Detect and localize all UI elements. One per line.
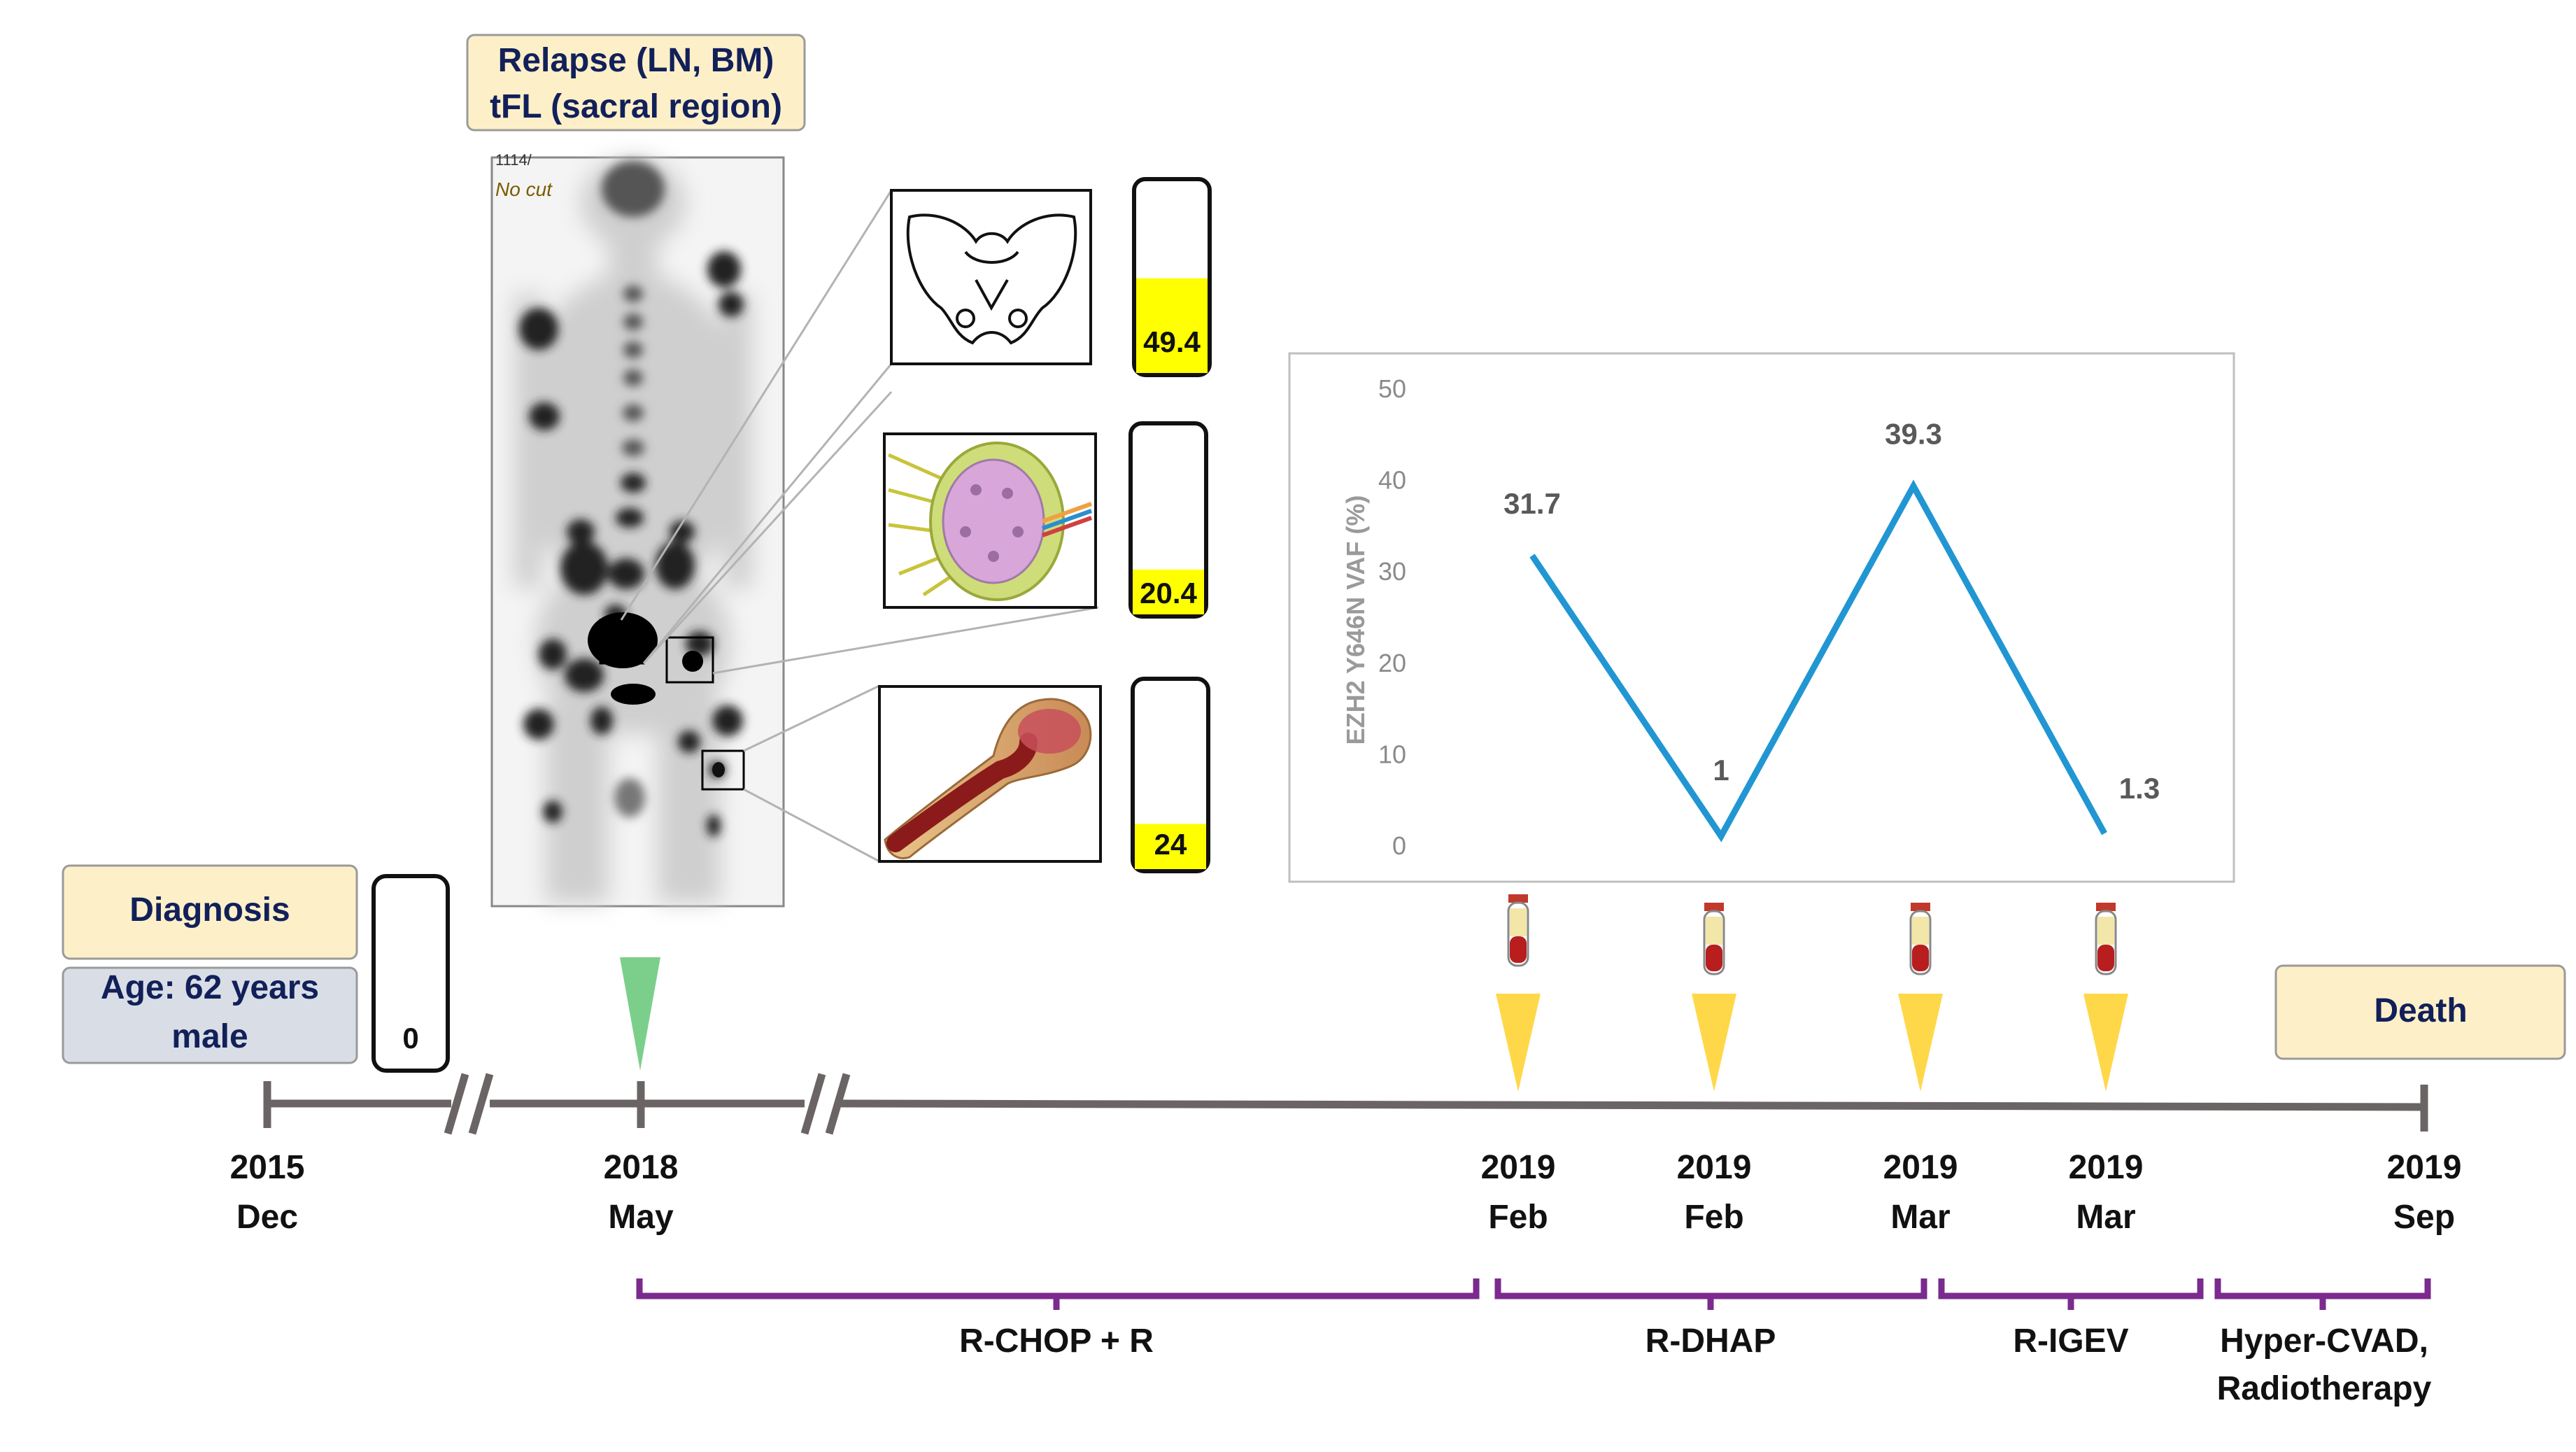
sampling-arrows (1496, 994, 2128, 1092)
lymph-node-panel: 20.4 (883, 421, 1208, 619)
treatment-rigev: R-IGEV (2013, 1323, 2128, 1360)
chart-data-labels: 31.7 1 39.3 1.3 (1503, 418, 2160, 805)
death-box (2274, 964, 2566, 1060)
vaf-data-label: 39.3 (1885, 418, 1942, 451)
blood-tube-icon (1703, 903, 1725, 975)
y-tick-label: 0 (1392, 831, 1406, 860)
pet-scan-image: 1114/ No cut (490, 151, 785, 908)
bladder-uptake (611, 684, 656, 705)
y-tick-label: 50 (1378, 374, 1406, 403)
age-box (62, 966, 358, 1064)
y-tick-label: 40 (1378, 466, 1406, 495)
diagnosis-title: Diagnosis (129, 891, 290, 929)
scan-label: No cut (495, 178, 553, 200)
timeline-month: Dec (236, 1199, 298, 1236)
sacral-mass (588, 612, 658, 668)
blood-tube-icon (1507, 894, 1529, 967)
y-tick-label: 10 (1378, 740, 1406, 768)
blood-tube-icon (1909, 903, 1932, 975)
scan-corner-text: 1114/ (495, 151, 532, 169)
timeline-year: 2015 (230, 1149, 305, 1186)
pelvis-panel: 49.4 (890, 177, 1212, 377)
death-group: Death (2274, 964, 2566, 1060)
uptake-foci (519, 161, 744, 837)
vaf-data-label: 1.3 (2119, 772, 2160, 805)
chart-y-axis: 0 10 20 30 40 50 (1378, 374, 1406, 860)
timeline-month: Feb (1488, 1199, 1548, 1236)
vaf-chart: 0 10 20 30 40 50 EZH2 Y646N VAF (%) 31.7 1 39.3… (1288, 352, 2235, 883)
pelvis-tube-fill (1136, 278, 1208, 373)
treatment-rchop: R-CHOP + R (959, 1323, 1154, 1360)
sampling-arrow (1898, 994, 1943, 1092)
relapse-line2: tFL (sacral region) (490, 88, 782, 125)
timeline-year: 2019 (2387, 1149, 2462, 1186)
timeline-month: Feb (1684, 1199, 1743, 1236)
bracket-rchop (636, 1278, 1480, 1310)
bracket-rigev (1938, 1278, 2204, 1310)
diagnosis-tube-value: 0 (402, 1022, 418, 1055)
sampling-arrow (1496, 994, 1541, 1092)
bracket-hypercvad (2214, 1278, 2431, 1310)
death-label: Death (2374, 992, 2467, 1029)
pelvis-tube-value: 49.4 (1143, 325, 1201, 358)
relapse-group: Relapse (LN, BM) tFL (sacral region) (466, 34, 806, 132)
femur-uptake (712, 762, 725, 777)
timeline-year: 2018 (604, 1149, 679, 1186)
treatment-rdhap: R-DHAP (1646, 1323, 1776, 1360)
y-tick-label: 30 (1378, 557, 1406, 586)
bracket-rdhap (1494, 1278, 1927, 1310)
timeline-year: 2019 (1883, 1149, 1958, 1186)
pelvis-image-frame (890, 189, 1092, 365)
bone-tube (1131, 677, 1210, 873)
relapse-box (466, 34, 806, 132)
blood-tube-icon (2095, 903, 2117, 975)
timeline-break-1 (444, 1073, 494, 1135)
treatment-brackets (636, 1278, 2431, 1310)
vaf-data-label: 31.7 (1503, 487, 1561, 520)
bone-tube-fill (1135, 824, 1206, 869)
timeline-labels: 2015 Dec 2018 May 2019 Feb 2019 Feb 2019 Mar 2019 M… (230, 1149, 2462, 1236)
treatment-hypercvad: Hyper-CVAD, (2220, 1323, 2428, 1360)
timeline-year: 2019 (2069, 1149, 2144, 1186)
iliac-node-uptake (682, 651, 703, 672)
y-tick-label: 20 (1378, 649, 1406, 677)
timeline-year: 2019 (1481, 1149, 1556, 1186)
blood-sample-tubes (1507, 894, 2117, 975)
chart-frame (1288, 352, 2235, 883)
timeline-month: Sep (2393, 1199, 2455, 1236)
relapse-marker-arrow (620, 957, 660, 1071)
lymph-node-tube-value: 20.4 (1140, 577, 1197, 609)
treatment-radiotherapy: Radiotherapy (2217, 1370, 2432, 1407)
timeline-break-2 (800, 1073, 851, 1135)
diagnosis-tube (371, 874, 450, 1073)
diagnosis-box (62, 864, 358, 960)
sampling-arrow (1692, 994, 1736, 1092)
chart-y-label: EZH2 Y646N VAF (%) (1341, 495, 1370, 745)
sex-text: male (171, 1018, 248, 1055)
lymph-node-icon (887, 442, 1093, 601)
lymph-node-tube-fill (1133, 570, 1204, 614)
sampling-arrow (2083, 994, 2128, 1092)
timeline-month: May (608, 1199, 674, 1236)
roi-box-lymph-node (665, 636, 714, 684)
bone-tube-value: 24 (1154, 828, 1187, 861)
pelvis-icon (906, 213, 1077, 345)
timeline-month: Mar (2076, 1199, 2135, 1236)
timeline-month: Mar (1890, 1199, 1950, 1236)
roi-box-femur (701, 749, 745, 791)
diagnosis-group: Diagnosis Age: 62 years male 0 (62, 864, 450, 1073)
vaf-series-line (1529, 479, 2107, 843)
lymph-node-tube (1128, 421, 1208, 619)
connector-lines (620, 190, 1099, 863)
age-text: Age: 62 years (101, 969, 319, 1006)
relapse-line1: Relapse (LN, BM) (498, 42, 774, 79)
timeline-year: 2019 (1677, 1149, 1752, 1186)
bone-panel: 24 (878, 677, 1210, 873)
chart-series (1529, 479, 2107, 843)
vaf-data-label: 1 (1713, 754, 1729, 787)
timeline-axis (263, 1081, 2428, 1132)
bone-icon (884, 698, 1092, 859)
